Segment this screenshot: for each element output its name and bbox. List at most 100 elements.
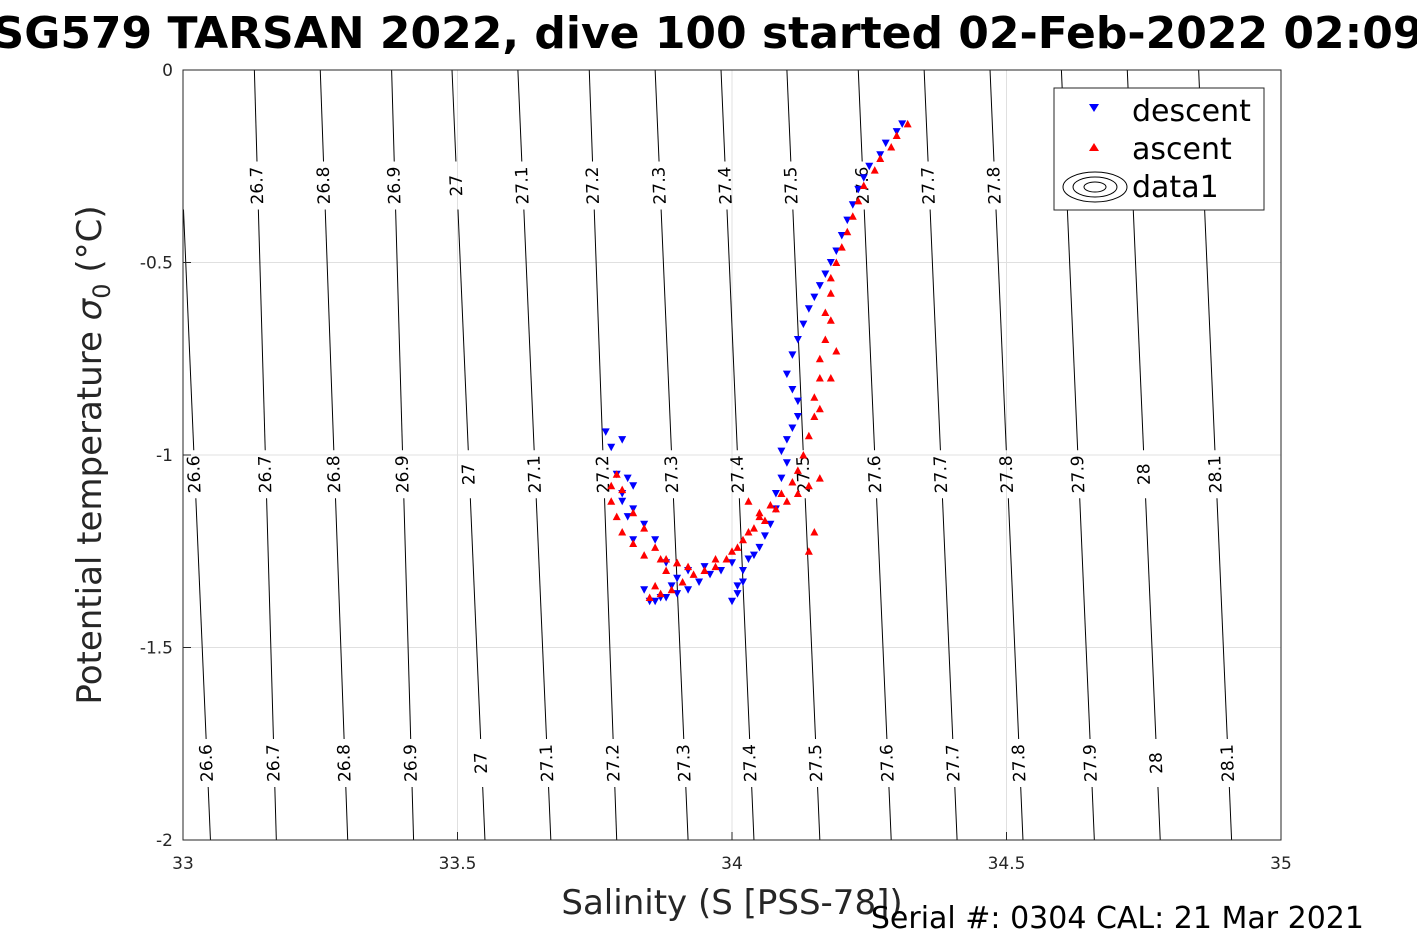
isopycnal-line [588,69,594,162]
legend-contour-icon [1062,171,1128,203]
descent-point [706,570,715,579]
ascent-point [612,512,621,521]
descent-point [728,559,736,567]
ascent-point [607,481,616,490]
ascent-point [711,554,720,563]
descent-point [623,513,632,521]
isopycnal-line [469,498,482,740]
isopycnal-line [989,69,995,162]
axis-ticks: 33 33.5 34 34.5 35 0 -0.5 -1 -1.5 -2 [140,61,1292,874]
chart-title: SG579 TARSAN 2022, dive 100 started 02-F… [0,8,1417,59]
isopycnal-line [660,209,672,451]
descent-point [898,120,907,128]
ascent-point [832,347,841,355]
descent-point [695,578,704,587]
descent-point [810,293,819,302]
ascent-point [793,489,802,497]
isopycnal-label: 27.2 [583,166,604,205]
isopycnal-line [324,209,335,451]
isopycnal-line [995,209,1007,451]
descent-point [738,567,747,575]
ascent-point [744,497,753,505]
isopycnal-label: 28.1 [1205,455,1227,494]
ascent-point [793,466,802,474]
y-tick-label: -1 [156,446,173,466]
isopycnal-line [257,209,266,451]
ascent-point [777,489,786,497]
isopycnal-line [345,786,349,841]
isopycnal-line [482,786,486,841]
ascent-point [629,508,638,517]
isopycnal-line [614,786,618,841]
isopycnal-label: 27 [459,463,480,485]
descent-point [607,443,616,452]
descent-point [777,447,786,456]
descent-point [618,436,627,444]
ascent-point [662,554,671,563]
legend: descent ascent data1 [1053,87,1265,211]
descent-point [733,582,742,590]
isopycnal-label: 27.6 [877,744,899,783]
ascent-point [733,543,742,551]
ascent-point [640,551,649,559]
isopycnal-line [1007,498,1020,740]
y-tick-label: 0 [162,61,173,81]
ascent-point [612,470,621,478]
isopycnal-label: 27.7 [943,744,965,783]
isopycnal-line [1157,786,1161,841]
isopycnal-label: 27.9 [1080,744,1102,783]
isopycnal-line [672,498,685,740]
isopycnal-line [738,498,751,740]
ascent-point [799,451,808,459]
isopycnal-label: 27 [471,752,492,774]
isopycnal-label: 26.6 [196,744,218,783]
ascent-point [744,528,753,536]
isopycnal-line [457,209,469,451]
descent-point [865,162,874,171]
descent-point [662,593,671,602]
isopycnal-line [685,786,689,841]
ascent-point [755,508,764,517]
descent-point [771,490,780,498]
y-axis-label: Potential temperature σ0 (°C) [70,205,116,704]
y-tick-label: -0.5 [140,254,173,274]
isopycnal-line [274,786,277,841]
descent-point [738,578,747,587]
ascent-point [771,504,780,513]
isopycnal-line [726,209,738,451]
y-axis-label-main: Potential temperature [70,320,110,704]
ascent-point [848,212,857,220]
ascent-point [749,524,758,532]
isopycnal-line [941,498,954,740]
isopycnal-label: 27.8 [997,455,1019,494]
isopycnal-line [929,209,941,451]
ascent-point [815,474,824,482]
ascent-point [788,477,797,486]
descent-point [766,520,775,529]
ascent-point [832,258,841,266]
isopycnal-line [817,786,821,841]
descent-point [859,174,868,182]
isopycnal-label: 27.5 [781,166,803,205]
isopycnal-line [411,786,415,841]
descent-point [733,590,742,598]
isopycnal-line [391,69,395,162]
isopycnal-label: 26.9 [401,744,422,782]
ascent-point [684,562,693,571]
x-axis-label: Salinity (S [PSS-78]) [561,883,902,923]
ascent-point [804,431,813,440]
y-axis-label-sigma: σ [70,297,110,320]
descent-point [881,139,890,148]
ascent-point [810,393,819,401]
isopycnal-label: 27.3 [674,744,696,783]
isopycnal-line [266,498,274,740]
descent-point [673,590,682,598]
isopycnal-line [517,69,523,162]
ascent-point [810,528,819,536]
ascent-point [651,543,660,551]
isopycnal-label: 27.4 [728,455,750,494]
ascent-point [645,593,654,601]
descent-point [760,532,769,540]
isopycnal-label: 26.8 [324,455,345,494]
